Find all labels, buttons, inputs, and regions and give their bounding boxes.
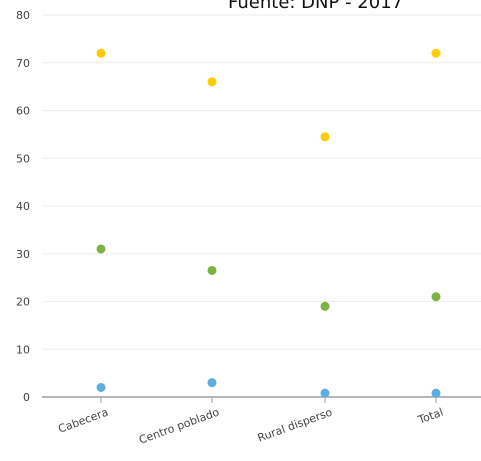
y-tick-labels: 0 10 20 30 40 50 60 70 80 [16,9,30,404]
data-point[interactable] [320,132,330,142]
y-tick-label: 40 [16,200,30,213]
y-tick-label: 60 [16,105,30,118]
data-point[interactable] [431,292,441,302]
data-point[interactable] [320,388,330,398]
data-point[interactable] [207,265,217,275]
x-tick-labels: Cabecera Centro poblado Rural disperso Tota… [56,406,445,447]
data-point[interactable] [96,48,106,58]
data-point[interactable] [207,378,217,388]
data-points [96,48,441,398]
y-tick-label: 0 [23,391,30,404]
gridlines [42,14,481,350]
data-point[interactable] [431,388,441,398]
data-point[interactable] [431,48,441,58]
source-note: Fuente: DNP - 2017 [228,0,404,13]
y-tick-label: 30 [16,248,30,261]
x-tick-label: Centro poblado [137,406,221,447]
y-tick-label: 50 [16,152,30,165]
y-tick-label: 10 [16,343,30,356]
data-point[interactable] [96,382,106,392]
y-tick-label: 20 [16,296,30,309]
data-point[interactable] [320,301,330,311]
axes [42,396,481,403]
data-point[interactable] [96,244,106,254]
y-tick-label: 70 [16,57,30,70]
x-tick-label: Rural disperso [256,406,334,445]
data-point[interactable] [207,77,217,87]
y-tick-label: 80 [16,9,30,22]
x-tick-label: Cabecera [56,406,110,436]
x-tick-label: Total [415,406,445,427]
